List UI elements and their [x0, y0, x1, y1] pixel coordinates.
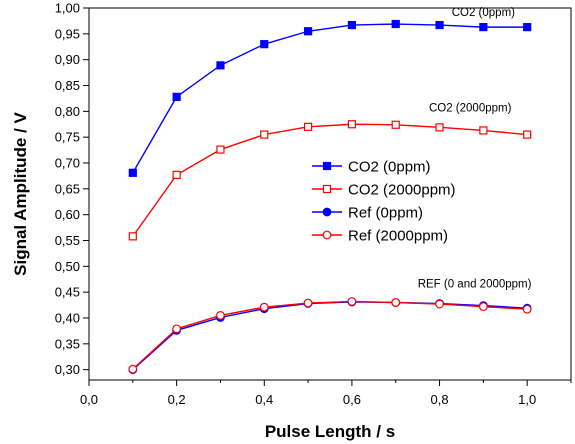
data-point: [435, 20, 444, 30]
y-tick-label: 0,30: [55, 362, 80, 377]
y-tick-label: 0,60: [55, 207, 80, 222]
legend-marker: [322, 230, 332, 240]
legend-label: CO2 (0ppm): [348, 159, 431, 176]
y-tick-label: 0,55: [55, 233, 80, 248]
series-3: [128, 297, 532, 375]
y-tick-label: 0,40: [55, 311, 80, 326]
y-tick-label: 0,75: [55, 130, 80, 145]
y-tick-label: 0,95: [55, 26, 80, 41]
data-point: [303, 27, 313, 36]
annotation-label: CO2 (2000ppm): [429, 102, 512, 114]
y-tick-label: 0,45: [55, 285, 80, 300]
y-tick-label: 0,90: [55, 52, 80, 67]
y-tick-label: 0,85: [55, 78, 80, 93]
series-line: [132, 23, 528, 174]
x-tick-label: 0,0: [80, 392, 98, 407]
data-point: [435, 123, 444, 132]
data-point: [128, 364, 138, 374]
y-tick-label: 0,35: [55, 336, 80, 351]
legend-label: Ref (2000ppm): [348, 228, 448, 245]
data-point: [172, 170, 181, 179]
data-point: [523, 130, 532, 139]
y-axis-title: Signal Amplitude / V: [11, 111, 30, 275]
series-line: [132, 300, 528, 370]
y-tick-label: 0,65: [55, 181, 80, 196]
x-axis-title: Pulse Length / s: [265, 422, 395, 441]
data-point: [347, 20, 357, 30]
legend-marker: [322, 207, 332, 217]
data-point: [522, 304, 532, 314]
x-tick-label: 0,2: [168, 392, 186, 407]
data-point: [523, 23, 532, 32]
data-point: [303, 298, 313, 308]
y-tick-label: 0,70: [55, 156, 80, 171]
data-point: [128, 232, 137, 241]
data-point: [478, 302, 488, 312]
series-1: [128, 19, 532, 177]
legend: CO2 (0ppm) CO2 (2000ppm) Ref (0ppm) Ref (20…: [312, 159, 456, 245]
legend-marker: [322, 184, 332, 194]
legend-marker: [322, 161, 332, 171]
data-point: [391, 298, 401, 307]
annotation-layer: CO2 (0ppm) CO2 (2000ppm) REF (0 and 2000pp…: [418, 7, 532, 291]
series-2: [128, 120, 532, 241]
data-point: [172, 324, 182, 334]
data-point: [260, 130, 269, 139]
data-point: [347, 120, 357, 129]
series-line: [132, 123, 528, 237]
data-point: [216, 311, 225, 320]
x-tick-label: 0,6: [343, 392, 361, 407]
y-tick-label: 0,80: [55, 104, 80, 119]
annotation-label: CO2 (0ppm): [452, 7, 515, 19]
series-layer: [128, 19, 532, 375]
legend-label: CO2 (2000ppm): [348, 182, 456, 199]
x-tick-label: 0,4: [255, 392, 273, 407]
data-point: [172, 92, 181, 101]
plot-frame: [88, 7, 572, 381]
data-point: [216, 145, 225, 154]
data-point: [479, 23, 488, 32]
data-point: [391, 120, 400, 129]
data-point: [347, 297, 357, 306]
annotation-label: REF (0 and 2000ppm): [418, 279, 532, 291]
series-line: [132, 301, 528, 371]
ticks-layer: 0,0 0,2 0,4 0,6 0,8 1,0 0,30 0,35 0,40 0,45 0,50 0,…: [55, 1, 572, 407]
x-tick-label: 0,8: [431, 392, 449, 407]
data-point: [303, 122, 313, 131]
data-point: [479, 126, 488, 135]
y-tick-label: 0,50: [55, 259, 80, 274]
data-point: [128, 168, 137, 177]
data-point: [391, 19, 400, 29]
data-point: [216, 61, 225, 70]
legend-label: Ref (0ppm): [348, 205, 423, 222]
data-point: [435, 299, 444, 309]
y-tick-label: 1,00: [55, 1, 80, 16]
series-4: [128, 297, 532, 374]
x-tick-label: 1,0: [518, 392, 536, 407]
data-point: [260, 40, 269, 49]
data-point: [259, 302, 269, 312]
